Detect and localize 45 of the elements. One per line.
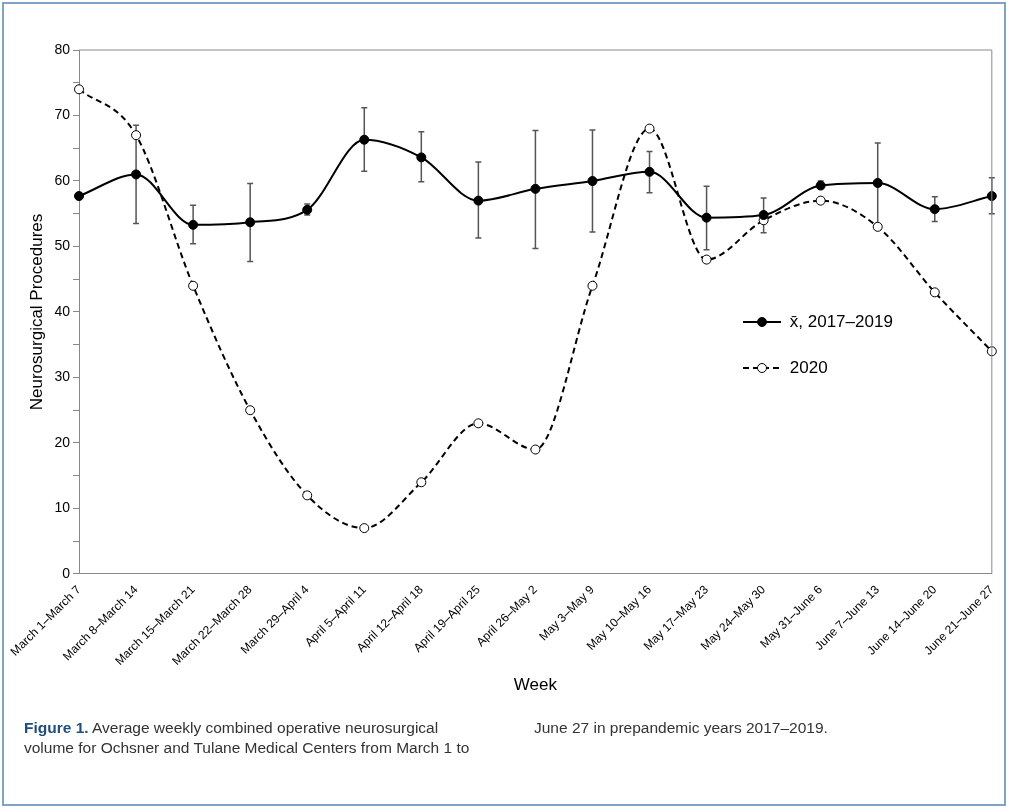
point xyxy=(644,123,655,134)
point xyxy=(872,177,883,188)
point xyxy=(758,210,769,221)
point xyxy=(74,191,85,202)
point xyxy=(701,212,712,223)
point xyxy=(815,195,826,206)
y-tick-label: 80 xyxy=(54,40,71,57)
point xyxy=(530,183,541,194)
point xyxy=(302,490,313,501)
point xyxy=(188,219,199,230)
point xyxy=(587,280,598,291)
text: Figure 1. Average weekly combined operative neurosurgical volume for Ochsner and Tulane Medical Centers from March 1 to June 27 in prepandemic years 2017–2019. xyxy=(24,719,828,757)
y-tick-label: 0 xyxy=(62,564,71,581)
point xyxy=(986,346,997,357)
point xyxy=(872,221,883,232)
point xyxy=(416,477,427,488)
legend-label: x̄, 2017–2019 xyxy=(789,311,893,332)
y-tick-label: 30 xyxy=(54,368,71,385)
point xyxy=(245,217,256,228)
point xyxy=(131,169,142,180)
point xyxy=(131,130,142,141)
point xyxy=(473,418,484,429)
y-tick-label: 50 xyxy=(54,237,71,254)
point xyxy=(359,134,370,145)
y-tick-label: 20 xyxy=(54,433,71,450)
point xyxy=(359,523,370,534)
point xyxy=(473,195,484,206)
point xyxy=(929,287,940,298)
legend-label: 2020 xyxy=(789,357,828,378)
point xyxy=(587,175,598,186)
point xyxy=(530,444,541,455)
point xyxy=(986,191,997,202)
point xyxy=(416,152,427,163)
point xyxy=(245,405,256,416)
point xyxy=(644,166,655,177)
y-tick-label: 70 xyxy=(54,106,71,123)
point xyxy=(929,204,940,215)
point xyxy=(701,254,712,265)
x-axis-title: Week xyxy=(513,675,558,695)
point xyxy=(188,280,199,291)
y-tick-label: 60 xyxy=(54,171,71,188)
y-axis-title: Neurosurgical Procedures xyxy=(26,213,46,411)
y-tick-label: 10 xyxy=(54,499,71,516)
y-tick-label: 40 xyxy=(54,302,71,319)
point xyxy=(74,84,85,95)
